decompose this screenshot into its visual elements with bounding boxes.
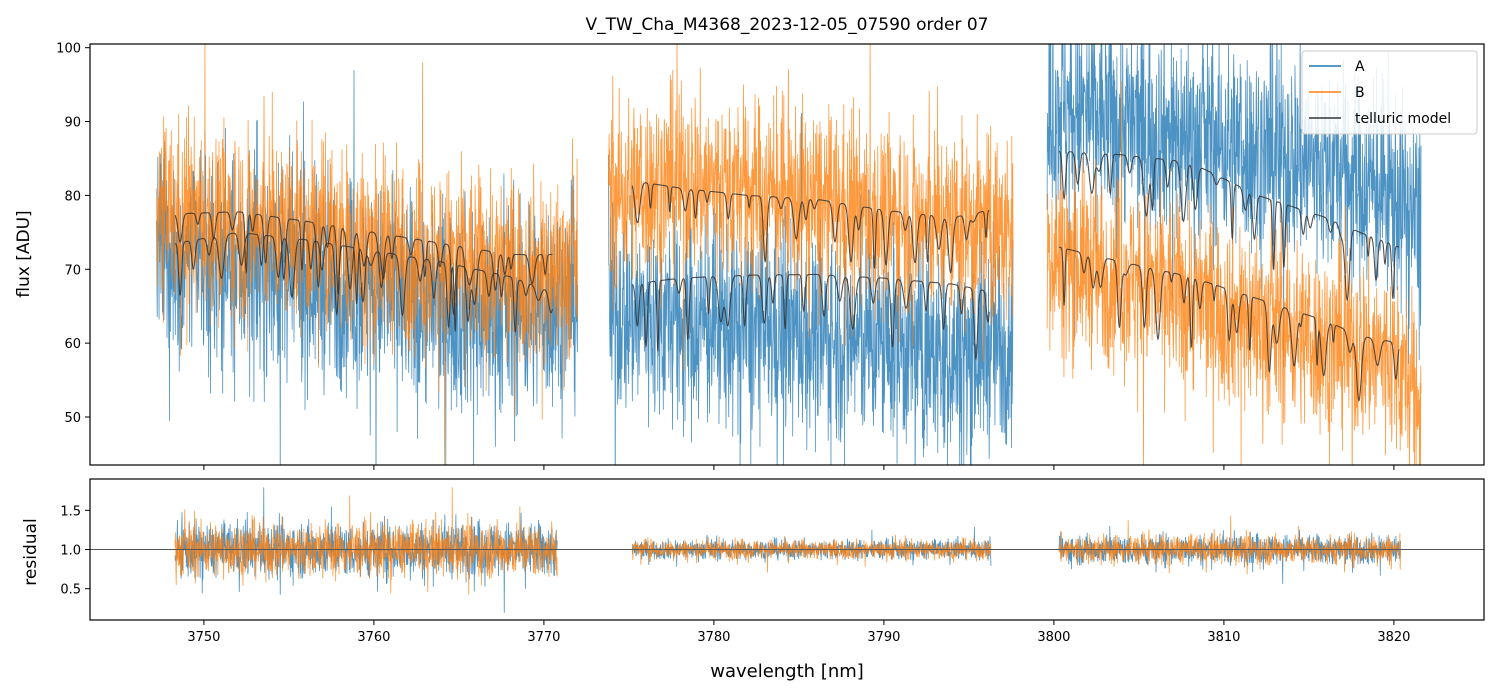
legend: A B telluric model	[1301, 50, 1478, 135]
top-plot-data	[155, 44, 1422, 465]
legend-entry-b: B	[1309, 85, 1365, 101]
bottom-x-ticks: 3750 3760 3770 3780 3790 3800 3810 3820	[187, 620, 1410, 645]
telluric-model-curve-3	[631, 273, 990, 361]
bottom-plot-data	[90, 487, 1484, 613]
bottom-y-tick-label-0.5: 0.5	[60, 583, 81, 598]
bottom-y-tick-label-1.5: 1.5	[60, 504, 81, 519]
telluric-model-curve-5	[1058, 246, 1400, 402]
bottom-panel: 0.5 1.0 1.5 3750 3760 3770 3780 3790 3800 3810 38…	[21, 478, 1485, 682]
top-y-ticks: 50 60 70 80 90 100	[56, 42, 90, 426]
legend-label-a: A	[1355, 59, 1365, 75]
series-a-segment-1	[608, 112, 1014, 465]
bottom-y-ticks: 0.5 1.0 1.5	[60, 504, 90, 598]
bottom-x-tick-label-3810: 3810	[1207, 630, 1240, 645]
bottom-x-tick-label-3800: 3800	[1037, 630, 1070, 645]
telluric-model-curve-1	[174, 232, 553, 333]
bottom-x-tick-label-3820: 3820	[1377, 630, 1410, 645]
legend-box	[1301, 50, 1478, 135]
telluric-model-curve-2	[631, 182, 990, 274]
legend-entry-telluric-model: telluric model	[1309, 111, 1451, 127]
legend-entry-a: A	[1309, 59, 1365, 75]
bottom-x-tick-label-3790: 3790	[867, 630, 900, 645]
telluric-model-curve-4	[1058, 150, 1400, 301]
top-y-tick-label-70: 70	[64, 263, 81, 278]
residual-b-segment-2	[1058, 515, 1401, 575]
legend-label-b: B	[1355, 85, 1365, 101]
top-y-tick-label-50: 50	[64, 411, 81, 426]
series-b-segment-0	[155, 44, 579, 465]
bottom-y-tick-label-1: 1.0	[60, 544, 81, 559]
bottom-y-axis-label: residual	[21, 518, 41, 585]
residual-b-segment-1	[631, 534, 992, 573]
chart-title: V_TW_Cha_M4368_2023-12-05_07590 order 07	[586, 15, 989, 35]
top-y-tick-label-60: 60	[64, 337, 81, 352]
top-y-tick-label-90: 90	[64, 116, 81, 131]
series-b-segment-2	[1046, 81, 1422, 465]
top-axes-frame	[89, 43, 1485, 466]
series-a-segment-2	[1046, 44, 1422, 368]
bottom-x-tick-label-3760: 3760	[357, 630, 390, 645]
top-y-tick-label-100: 100	[56, 42, 81, 57]
top-y-axis-label: flux [ADU]	[14, 210, 34, 297]
series-b-segment-1	[608, 44, 1014, 371]
bottom-x-tick-label-3750: 3750	[187, 630, 220, 645]
x-axis-label: wavelength [nm]	[710, 661, 864, 682]
telluric-model-curve-0	[174, 211, 553, 323]
top-y-tick-label-80: 80	[64, 189, 81, 204]
top-panel: 50 60 70 80 90 100 flux [ADU] A B telluric mo…	[14, 42, 1485, 470]
top-x-ticks	[203, 465, 1395, 470]
legend-label-telluric-model: telluric model	[1355, 111, 1451, 127]
bottom-x-tick-label-3770: 3770	[527, 630, 560, 645]
bottom-x-tick-label-3780: 3780	[697, 630, 730, 645]
